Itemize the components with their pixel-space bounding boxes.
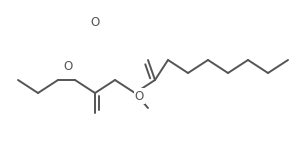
Text: O: O bbox=[90, 15, 100, 28]
Text: O: O bbox=[64, 60, 73, 73]
Text: O: O bbox=[135, 89, 144, 102]
